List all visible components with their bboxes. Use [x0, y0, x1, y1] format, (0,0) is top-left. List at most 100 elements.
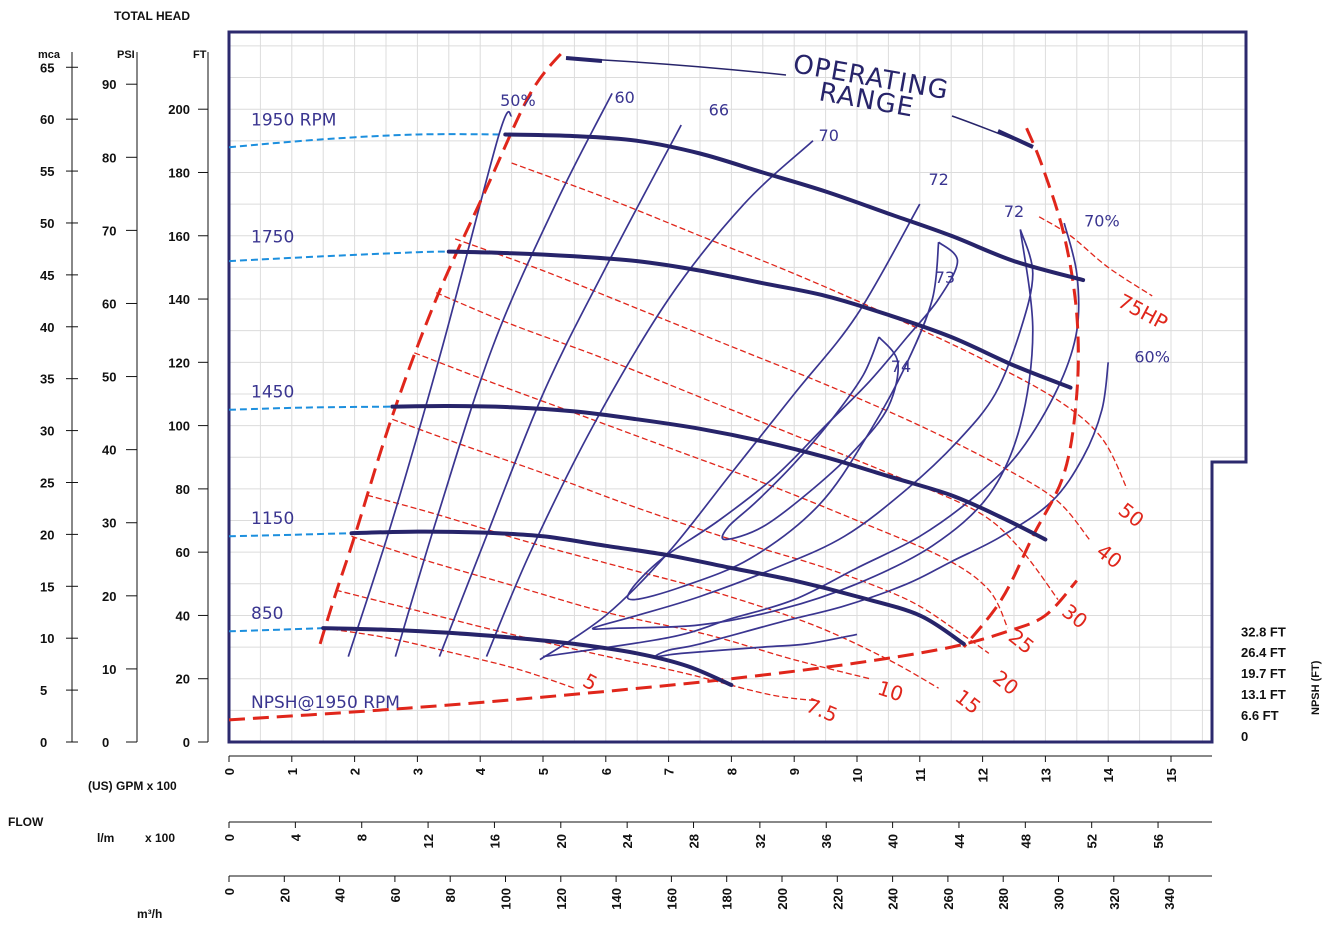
- m3h-tick-label: 0: [222, 888, 237, 895]
- chart-series: [229, 48, 1153, 722]
- mca-tick-label: 40: [40, 320, 54, 335]
- ft-tick-label: 200: [168, 102, 190, 117]
- efficiency-label: 60%: [1134, 347, 1170, 366]
- ft-axis-label: FT: [193, 49, 207, 61]
- gpm-tick-label: 7: [662, 768, 677, 775]
- psi-tick-label: 70: [102, 223, 116, 238]
- gpm-tick-label: 14: [1101, 767, 1116, 782]
- psi-tick-label: 10: [102, 662, 116, 677]
- speed-curve: [321, 626, 734, 687]
- psi-tick-label: 80: [102, 150, 116, 165]
- lm-tick-label: 56: [1151, 834, 1166, 848]
- npsh-axis-label: NPSH (FT): [1310, 660, 1322, 715]
- speed-curve-label: 1750: [251, 228, 294, 248]
- m3h-tick-label: 140: [609, 888, 624, 910]
- m3h-tick-label: 220: [830, 888, 845, 910]
- power-label: 25: [1004, 624, 1039, 659]
- lm-tick-label: 32: [753, 834, 768, 848]
- power-line: [511, 162, 1128, 490]
- m3h-tick-label: 40: [333, 888, 348, 902]
- psi-tick-label: 40: [102, 443, 116, 458]
- ft-tick-label: 100: [168, 419, 190, 434]
- npsh-tick-label: 6.6 FT: [1241, 708, 1279, 723]
- power-label: 50: [1114, 498, 1149, 533]
- power-line: [351, 535, 870, 680]
- lm-tick-label: 52: [1085, 834, 1100, 848]
- psi-axis: 90 80 70 60 50 40 30 20 10 0: [102, 77, 137, 750]
- efficiency-label: 60: [614, 88, 634, 107]
- power-label: 7.5: [803, 693, 841, 727]
- power-line: [414, 352, 1009, 629]
- psi-tick-label: 30: [102, 516, 116, 531]
- lm-tick-label: 48: [1018, 834, 1033, 848]
- speed-curve-extension: [229, 405, 393, 411]
- mca-tick-label: 30: [40, 424, 54, 439]
- npsh-tick-label: 0: [1241, 729, 1248, 744]
- power-line: [392, 418, 990, 654]
- gpm-tick-label: 12: [976, 768, 991, 782]
- mca-tick-label: 65: [40, 60, 54, 75]
- power-line: [323, 627, 575, 689]
- ft-tick-label: 180: [168, 165, 190, 180]
- lm-tick-label: 0: [222, 834, 237, 841]
- efficiency-label: 72: [1004, 202, 1024, 221]
- efficiency-curve: [626, 241, 959, 601]
- efficiency-line: [485, 140, 814, 657]
- gpm-axis-label: (US) GPM x 100: [88, 779, 177, 793]
- power-line: [367, 494, 939, 689]
- mca-tick-label: 45: [40, 268, 54, 283]
- m3h-tick-label: 180: [720, 888, 735, 910]
- npsh-curve-label: NPSH@1950 RPM: [251, 693, 400, 713]
- ft-tick-label: 120: [168, 355, 190, 370]
- lm-tick-label: 16: [487, 834, 502, 848]
- efficiency-line: [394, 93, 613, 657]
- power-line: [435, 292, 1059, 600]
- m3h-tick-label: 300: [1052, 888, 1067, 910]
- psi-axis-label: PSI: [117, 49, 135, 61]
- power-label: 15: [951, 684, 986, 719]
- total-head-label: TOTAL HEAD: [114, 9, 190, 23]
- psi-tick-label: 0: [102, 735, 109, 750]
- gpm-tick-label: 9: [787, 768, 802, 775]
- operating-range-right-boundary: [962, 127, 1080, 649]
- efficiency-line: [438, 124, 682, 657]
- ft-tick-label: 140: [168, 292, 190, 307]
- efficiency-line: [347, 110, 513, 657]
- mca-tick-label: 20: [40, 527, 54, 542]
- efficiency-curve: [654, 362, 1110, 658]
- gpm-tick-label: 4: [473, 767, 488, 775]
- psi-tick-label: 20: [102, 589, 116, 604]
- gpm-tick-label: 10: [850, 768, 865, 782]
- lm-tick-label: 12: [421, 834, 436, 848]
- power-label: 20: [988, 665, 1023, 700]
- gpm-tick-label: 13: [1038, 768, 1053, 782]
- psi-tick-label: 90: [102, 77, 116, 92]
- mca-tick-label: 60: [40, 112, 54, 127]
- ft-tick-label: 20: [176, 672, 190, 687]
- lm-axis: 0 4 8 12 16 20 24 28 32 36 40 44 48 52 56: [222, 822, 1166, 848]
- efficiency-label: 50%: [500, 91, 536, 110]
- lm-tick-label: 44: [952, 833, 967, 848]
- power-label: 10: [875, 676, 907, 707]
- npsh-curve: [229, 579, 1078, 722]
- speed-curve-extension: [229, 532, 352, 538]
- ft-tick-label: 0: [183, 735, 190, 750]
- psi-tick-label: 60: [102, 296, 116, 311]
- mca-tick-label: 50: [40, 216, 54, 231]
- speed-curve: [349, 529, 966, 646]
- gpm-tick-label: 2: [348, 768, 363, 775]
- mca-tick-label: 35: [40, 372, 54, 387]
- lm-tick-label: 40: [886, 834, 901, 848]
- lm-tick-label: 36: [819, 834, 834, 848]
- mca-tick-label: 55: [40, 164, 54, 179]
- npsh-axis: 32.8 FT 26.4 FT 19.7 FT 13.1 FT 6.6 FT 0: [1241, 624, 1286, 744]
- npsh-tick-label: 32.8 FT: [1241, 624, 1286, 639]
- efficiency-line: [539, 203, 921, 661]
- speed-curve: [390, 403, 1048, 542]
- m3h-tick-label: 200: [775, 888, 790, 910]
- operating-range-left-boundary: [318, 48, 567, 645]
- gpm-tick-label: 8: [724, 768, 739, 775]
- m3h-tick-label: 100: [499, 888, 514, 910]
